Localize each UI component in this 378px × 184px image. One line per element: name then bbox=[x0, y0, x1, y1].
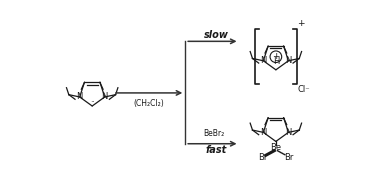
Text: (CH₂Cl₂): (CH₂Cl₂) bbox=[134, 99, 164, 108]
Text: fast: fast bbox=[206, 145, 227, 155]
Text: Br: Br bbox=[284, 153, 294, 162]
Text: Be: Be bbox=[270, 143, 282, 152]
Text: N: N bbox=[260, 56, 266, 65]
Text: Br: Br bbox=[258, 153, 267, 162]
Text: Cl⁻: Cl⁻ bbox=[297, 85, 310, 94]
Text: N: N bbox=[102, 93, 108, 101]
Text: N: N bbox=[76, 93, 83, 101]
Text: N: N bbox=[260, 128, 266, 137]
Text: ··: ·· bbox=[90, 98, 94, 107]
Text: slow: slow bbox=[204, 30, 229, 40]
Text: +: + bbox=[297, 19, 305, 28]
Text: +: + bbox=[272, 52, 280, 61]
Text: BeBr₂: BeBr₂ bbox=[203, 129, 225, 138]
Text: N: N bbox=[285, 128, 291, 137]
Text: H: H bbox=[273, 57, 279, 66]
Text: N: N bbox=[285, 56, 291, 65]
